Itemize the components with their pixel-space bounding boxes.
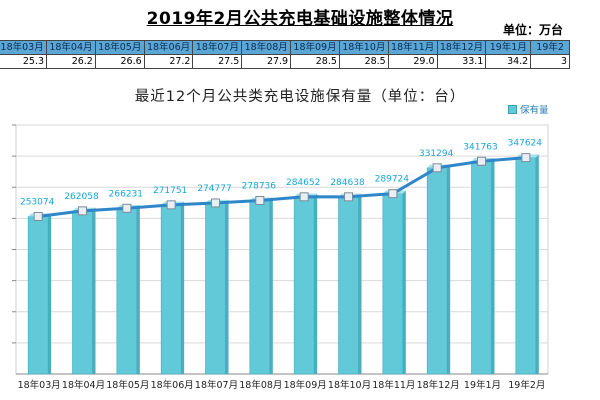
table-header-cell: 18年04月 <box>46 40 96 55</box>
bar <box>205 202 226 375</box>
bar <box>471 160 492 375</box>
data-label: 278736 <box>242 181 277 191</box>
data-label: 274777 <box>197 184 231 194</box>
x-tick-label: 18年10月 <box>328 379 371 391</box>
table-header-cell: 18年09月 <box>290 40 340 55</box>
table-header-row: 18年03月 18年04月 18年05月 18年06月 18年07月 18年08… <box>0 40 570 55</box>
table-header-cell: 18年11月 <box>387 40 438 55</box>
data-label: 331294 <box>419 149 454 159</box>
data-label: 271751 <box>153 186 187 196</box>
x-tick-label: 19年2月 <box>508 379 545 391</box>
x-tick-label: 18年07月 <box>195 379 238 391</box>
bar <box>116 207 138 375</box>
table-value-row: 量 25.3 26.2 26.6 27.2 27.5 27.9 28.5 28.… <box>0 54 570 69</box>
bar <box>27 216 49 375</box>
legend-label: 保有量 <box>520 105 549 116</box>
line-marker <box>211 198 220 208</box>
table-value-cell: 28.5 <box>338 54 389 69</box>
data-label: 289724 <box>375 175 410 185</box>
x-tick-label: 18年09月 <box>284 379 327 391</box>
x-tick-label: 18年03月 <box>18 379 61 391</box>
bar <box>338 196 359 375</box>
line-marker <box>299 192 309 202</box>
table-header-cell: 18年10月 <box>338 40 389 55</box>
unit-label: 单位：万台 <box>503 23 564 37</box>
table-value-cell: 29.0 <box>387 54 438 69</box>
bar <box>382 193 404 375</box>
table-header-cell: 18年05月 <box>94 40 145 55</box>
line-marker <box>33 211 43 221</box>
data-label: 284638 <box>330 178 365 188</box>
table-value-cell: 27.5 <box>192 54 243 69</box>
bar <box>515 157 537 375</box>
table-value-cell: 26.6 <box>94 54 145 69</box>
line-marker <box>344 192 353 202</box>
line-marker <box>78 206 87 216</box>
bar <box>293 196 315 375</box>
trend-line <box>37 156 526 218</box>
data-label: 284652 <box>286 178 320 188</box>
x-tick-label: 18年08月 <box>239 379 282 391</box>
table-value-cell: 34.2 <box>485 54 532 69</box>
bar <box>72 210 93 375</box>
line-marker <box>122 203 132 213</box>
line-marker <box>477 156 486 166</box>
data-label: 347624 <box>508 139 543 149</box>
legend-swatch <box>508 104 517 114</box>
table-value-cell: 33.1 <box>436 54 487 69</box>
table-value-cell: 27.2 <box>143 54 194 69</box>
x-tick-label: 18年04月 <box>62 379 105 391</box>
data-label: 341763 <box>463 142 497 152</box>
table-value-cell: 3 <box>530 54 570 69</box>
page-title: 2019年2月公共充电基础设施整体情况 <box>146 9 454 29</box>
data-label: 266231 <box>109 189 143 199</box>
line-marker <box>521 153 531 163</box>
data-label: 253074 <box>20 197 55 207</box>
table-header-cell: 18年07月 <box>192 40 243 55</box>
chart-legend: 保有量 <box>508 102 549 116</box>
bar <box>160 204 182 375</box>
table-value-cell: 25.3 <box>0 54 48 69</box>
line-marker <box>166 200 176 210</box>
x-tick-label: 18年05月 <box>106 379 149 391</box>
x-tick-label: 18年11月 <box>372 379 415 391</box>
line-marker <box>255 195 265 205</box>
bar <box>249 200 271 375</box>
data-label: 262058 <box>64 192 99 202</box>
x-tick-label: 18年12月 <box>417 379 460 391</box>
line-marker <box>388 189 398 199</box>
table-value-cell: 27.9 <box>241 54 292 69</box>
monthly-table: 18年03月 18年04月 18年05月 18年06月 18年07月 18年08… <box>0 40 570 69</box>
line-marker <box>432 163 442 173</box>
x-tick-label: 19年1月 <box>464 379 501 391</box>
chart-title: 最近12个月公共类充电设施保有量（单位：台） <box>134 89 466 105</box>
table-header-cell: 19年1月 <box>485 40 532 55</box>
bar <box>426 167 448 375</box>
table-value-cell: 26.2 <box>46 54 96 69</box>
x-tick-label: 18年06月 <box>151 379 194 391</box>
